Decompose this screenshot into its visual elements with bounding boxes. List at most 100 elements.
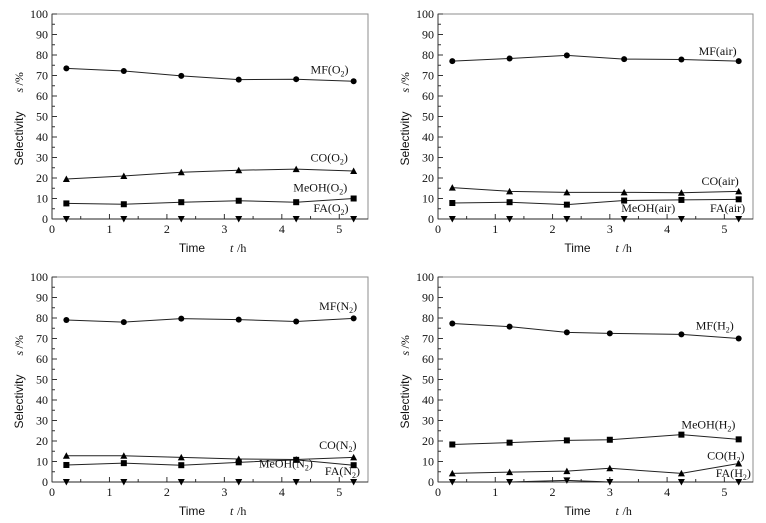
series-gas: H xyxy=(717,318,726,332)
series-meoh: MeOH(O2) xyxy=(63,180,357,208)
data-point xyxy=(506,468,514,476)
paren-close: ) xyxy=(345,62,349,76)
series-name: MF xyxy=(319,299,337,313)
y-tick-label: 30 xyxy=(422,151,434,165)
series-gas-subscript: 2 xyxy=(341,69,345,78)
paren-close: ) xyxy=(731,418,735,432)
series-name: FA xyxy=(710,201,725,215)
series-label: FA(air) xyxy=(710,201,745,215)
series-mf: MF(O2) xyxy=(63,62,357,85)
data-point xyxy=(606,330,613,337)
data-point xyxy=(62,216,70,223)
series-meoh: MeOH(air) xyxy=(449,196,742,215)
data-point xyxy=(120,201,127,208)
series-name: MF xyxy=(311,62,329,76)
y-tick-label: 50 xyxy=(36,373,48,387)
paren-close: ) xyxy=(741,201,745,215)
x-axis-label: Time xyxy=(179,241,206,255)
data-point xyxy=(235,76,242,83)
y-axis-label: Selectivity xyxy=(12,111,26,165)
paren-close: ) xyxy=(747,466,751,480)
y-tick-label: 100 xyxy=(30,7,48,21)
x-tick-label: 5 xyxy=(721,222,727,236)
series-mf: MF(H2) xyxy=(449,318,742,342)
data-point xyxy=(448,469,456,477)
y-tick-label: 90 xyxy=(422,291,434,305)
data-point xyxy=(506,199,513,206)
paren-close: ) xyxy=(741,448,745,462)
x-tick-label: 5 xyxy=(721,485,727,499)
series-fa: FA(air) xyxy=(448,201,745,223)
x-tick-label: 3 xyxy=(607,222,613,236)
x-axis-label: Time xyxy=(564,241,591,255)
series-label: FA(H2) xyxy=(716,466,751,482)
paren-close: ) xyxy=(353,438,357,452)
data-point xyxy=(563,52,570,59)
data-point xyxy=(449,58,456,65)
data-point xyxy=(449,200,456,207)
data-point xyxy=(606,479,614,486)
data-point xyxy=(178,199,185,206)
y-axis-title: Selectivity s /% xyxy=(12,72,26,165)
series-line xyxy=(452,187,739,194)
data-point xyxy=(563,201,570,208)
data-point xyxy=(678,56,685,63)
data-point xyxy=(63,461,70,468)
series-gas-subscript: 2 xyxy=(727,425,731,434)
series-name: MeOH xyxy=(259,457,293,471)
y-tick-label: 20 xyxy=(422,171,434,185)
y-tick-label: 50 xyxy=(422,373,434,387)
series-line xyxy=(66,459,354,466)
x-axis-unit: /h xyxy=(623,241,632,255)
data-point xyxy=(177,216,185,223)
data-point xyxy=(62,479,70,486)
series-name: MeOH xyxy=(621,201,655,215)
data-point xyxy=(506,216,514,223)
series-label: CO(air) xyxy=(701,174,738,188)
series-gas: H xyxy=(719,418,728,432)
y-tick-label: 60 xyxy=(36,352,48,366)
series-co: CO(N2) xyxy=(62,438,358,463)
y-tick-label: 10 xyxy=(36,455,48,469)
series-gas-subscript: 2 xyxy=(339,187,343,196)
y-tick-label: 50 xyxy=(36,110,48,124)
y-tick-label: 90 xyxy=(36,28,48,42)
series-name: CO xyxy=(701,174,718,188)
data-point xyxy=(735,58,742,65)
y-axis-unit: /% xyxy=(398,72,412,85)
y-tick-label: 40 xyxy=(422,130,434,144)
paren-close: ) xyxy=(343,180,347,194)
data-point xyxy=(678,196,685,203)
plot-frame xyxy=(437,276,754,483)
series-line xyxy=(66,168,354,180)
data-point xyxy=(178,462,185,469)
paren-close: ) xyxy=(345,201,349,215)
series-name: MeOH xyxy=(293,180,327,194)
data-point xyxy=(350,78,357,85)
y-tick-label: 10 xyxy=(422,455,434,469)
y-tick-label: 10 xyxy=(422,192,434,206)
y-axis-title: Selectivity s /% xyxy=(12,335,26,428)
chart-panel-bottom-right: 0 10 20 30 40 50 60 70 80 90 100 0 1 2 3 4 5 Time t/h Selec… xyxy=(398,270,754,518)
x-axis-label: Time xyxy=(179,504,206,518)
data-point xyxy=(292,216,300,223)
series-fa: FA(O2) xyxy=(62,201,358,223)
y-tick-label: 30 xyxy=(422,414,434,428)
paren-close: ) xyxy=(344,151,348,165)
series-label: MeOH(O2) xyxy=(293,180,347,196)
series-gas-subscript: 2 xyxy=(340,158,344,167)
series-label: MeOH(H2) xyxy=(681,418,735,434)
data-point xyxy=(293,199,300,206)
series-gas: O xyxy=(331,180,340,194)
series-name: MF xyxy=(696,318,714,332)
paren-open: ( xyxy=(292,457,296,471)
y-tick-label: 20 xyxy=(422,434,434,448)
paren-open: ( xyxy=(327,180,331,194)
x-axis-symbol: t xyxy=(616,504,620,518)
data-point xyxy=(621,197,628,204)
data-point xyxy=(677,216,685,223)
y-tick-label: 40 xyxy=(422,393,434,407)
data-point xyxy=(350,479,358,486)
y-axis-symbol: s xyxy=(12,88,26,93)
series-line xyxy=(452,323,739,339)
